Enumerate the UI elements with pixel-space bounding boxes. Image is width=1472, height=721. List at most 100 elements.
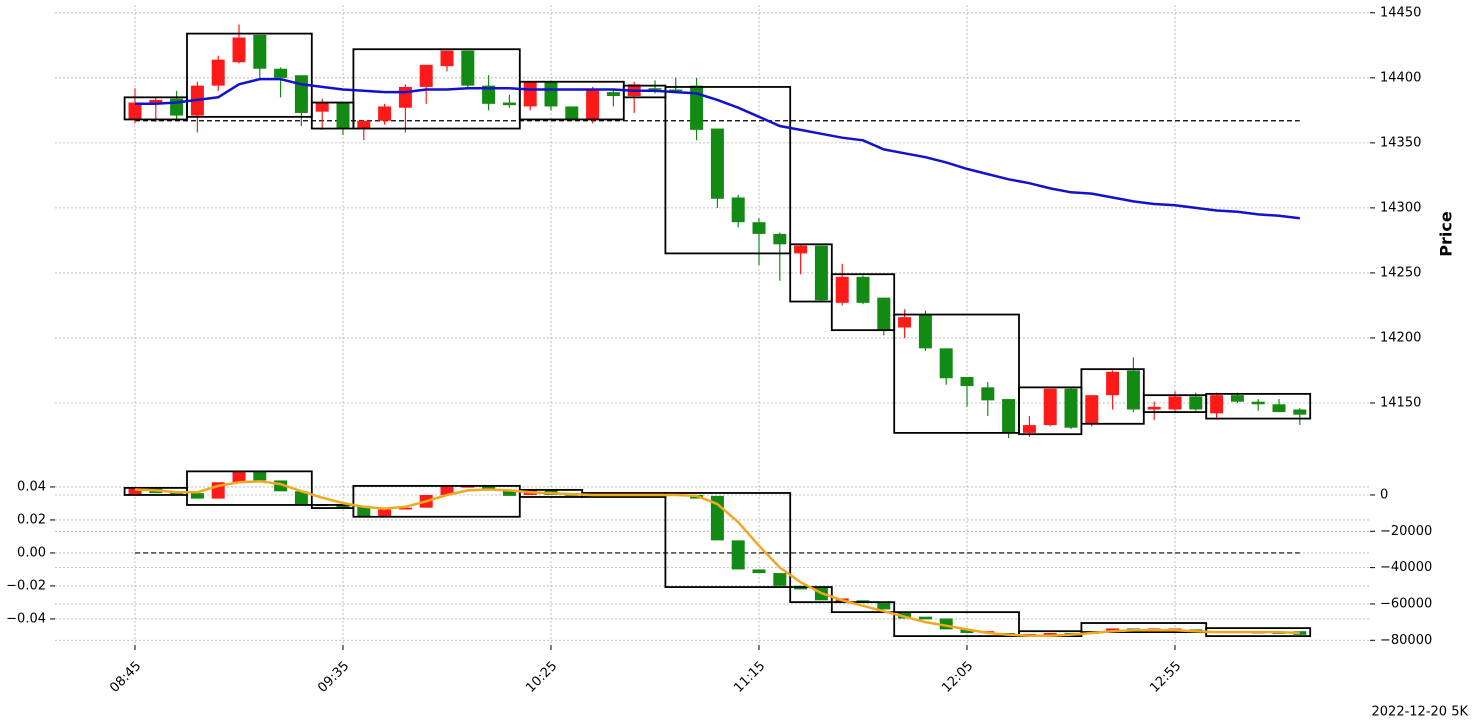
candle-body <box>1043 633 1057 635</box>
x-tick-label: 09:35 <box>315 659 352 696</box>
zone-box <box>893 313 1020 434</box>
candle-body <box>981 387 995 401</box>
y-tick-label: −80000 <box>1380 633 1432 648</box>
candle-body <box>274 480 288 492</box>
candle-body <box>1189 396 1203 410</box>
zone-box <box>352 484 521 518</box>
candle-body <box>1064 388 1078 428</box>
candle-body <box>918 616 932 620</box>
candle-body <box>482 85 496 104</box>
y-tick-label: 0.04 <box>17 479 46 494</box>
candle-body <box>274 68 288 78</box>
candle-body <box>128 488 142 495</box>
candle-body <box>752 569 766 574</box>
y-tick-label: −0.04 <box>6 611 46 626</box>
candle-body <box>523 81 537 107</box>
candle-body <box>419 64 433 87</box>
candle-body <box>960 376 974 387</box>
candle-body <box>1085 395 1099 424</box>
y-tick-label: 14300 <box>1380 200 1421 215</box>
zone-box <box>664 492 792 588</box>
candle-body <box>960 629 974 634</box>
candle-body <box>336 504 350 508</box>
y-tick-label: 14200 <box>1380 330 1421 345</box>
y-tick-label: 0.00 <box>17 545 46 560</box>
candle-body <box>1272 404 1286 413</box>
candle-body <box>253 34 267 69</box>
candle-body <box>898 317 912 328</box>
candle-body <box>1022 425 1036 433</box>
y-tick-label: 14350 <box>1380 135 1421 150</box>
candle-body <box>690 85 704 130</box>
candle-body <box>939 348 953 379</box>
candle-body <box>877 297 891 331</box>
x-tick-label: 08:45 <box>107 659 144 696</box>
candle-body <box>398 86 412 108</box>
candle-body <box>502 489 516 496</box>
candle-body <box>398 507 412 510</box>
candle-body <box>378 509 392 517</box>
zone-box <box>186 470 313 506</box>
candle-body <box>814 245 828 301</box>
candle-body <box>773 233 787 245</box>
candle-body <box>939 618 953 630</box>
candle-body <box>856 276 870 303</box>
y-tick-label: 14250 <box>1380 265 1421 280</box>
candle-body <box>440 50 454 67</box>
zone-box <box>664 86 792 255</box>
candle-body <box>1293 631 1307 635</box>
candle-body <box>648 88 662 90</box>
y-tick-label: 14150 <box>1380 395 1421 410</box>
candle-body <box>128 102 142 120</box>
y-tick-label: −0.02 <box>6 578 46 593</box>
line <box>135 77 1300 220</box>
y-tick-label: −20000 <box>1380 524 1432 539</box>
candle-body <box>731 197 745 223</box>
zone-box <box>1205 392 1312 420</box>
zone-box <box>893 611 1020 637</box>
candle-body <box>461 485 475 488</box>
candle-body <box>877 602 891 610</box>
y-tick-label: 0 <box>1380 487 1388 502</box>
y-tick-label: 0.02 <box>17 512 46 527</box>
candle-body <box>1126 370 1140 410</box>
candle-body <box>357 505 371 517</box>
candle-body <box>669 89 683 92</box>
x-tick-label: 11:15 <box>731 659 768 696</box>
candle-body <box>232 471 246 483</box>
candle-body <box>1210 395 1224 414</box>
candle-body <box>294 75 308 113</box>
candle-body <box>1230 395 1244 402</box>
candle-body <box>752 222 766 234</box>
y-tick-label: 14400 <box>1380 70 1421 85</box>
footer: 2022-12-20 5K <box>1372 705 1469 720</box>
candle-body <box>482 485 496 490</box>
zone-box <box>789 243 833 303</box>
candle-body <box>294 491 308 505</box>
candle-body <box>773 573 787 586</box>
candle-body <box>1147 406 1161 410</box>
candle-body <box>357 120 371 129</box>
x-tick-label: 10:25 <box>523 659 560 696</box>
candle-body <box>586 89 600 120</box>
line <box>134 480 1300 637</box>
candle-body <box>1251 401 1265 405</box>
candle-body <box>149 99 163 104</box>
candle-body <box>253 471 267 481</box>
x-tick-label: 12:05 <box>939 659 976 696</box>
candle-body <box>731 540 745 570</box>
y-tick-label: −40000 <box>1380 560 1432 575</box>
candle-body <box>565 106 579 120</box>
candle-body <box>918 314 932 349</box>
candle-body <box>606 92 620 97</box>
candle-body <box>336 102 350 129</box>
y-tick-label: −60000 <box>1380 596 1432 611</box>
candle-body <box>502 102 516 106</box>
candle-body <box>710 128 724 199</box>
candle-body <box>378 106 392 121</box>
zone-box <box>830 273 896 332</box>
candle-body <box>440 485 454 495</box>
candle-body <box>794 245 808 254</box>
candle-body <box>190 493 204 499</box>
